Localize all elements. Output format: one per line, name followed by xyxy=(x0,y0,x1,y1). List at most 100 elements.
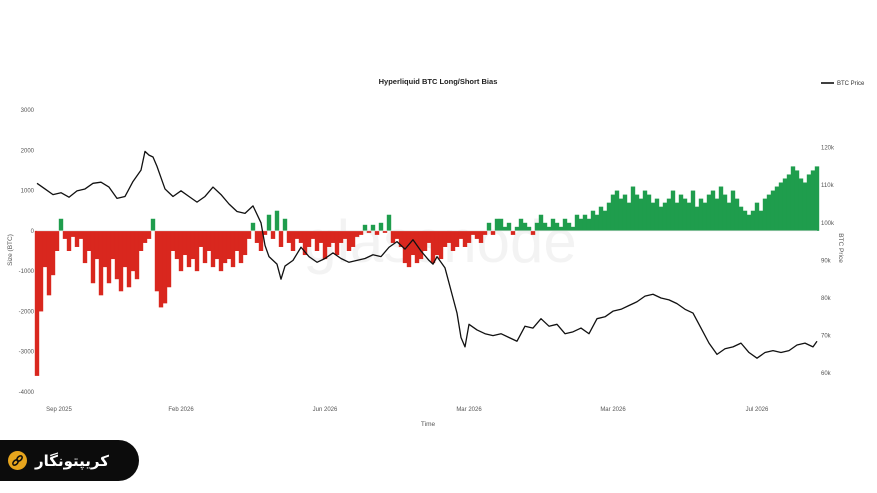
bias-bar-134 xyxy=(570,226,576,231)
x-axis-title: Time xyxy=(421,421,436,428)
bias-bar-161 xyxy=(678,194,684,231)
bias-bar-146 xyxy=(618,198,624,231)
bias-bar-34 xyxy=(170,230,176,251)
bias-bar-167 xyxy=(702,202,708,231)
bias-bar-9 xyxy=(70,230,76,237)
x-tick-label-2: Jun 2026 xyxy=(313,407,338,413)
bias-bar-88 xyxy=(386,214,392,231)
bias-bar-12 xyxy=(82,230,88,264)
bias-bar-62 xyxy=(282,218,288,231)
bias-bar-194 xyxy=(810,170,816,231)
bias-bar-59 xyxy=(270,230,276,239)
bias-bar-154 xyxy=(650,202,656,231)
bias-bar-164 xyxy=(690,190,696,231)
bias-bar-26 xyxy=(138,230,144,251)
bias-bar-99 xyxy=(430,230,436,264)
bias-bar-30 xyxy=(154,230,160,292)
bias-bar-155 xyxy=(654,198,660,231)
bias-bars xyxy=(34,166,820,376)
bias-bar-169 xyxy=(710,190,716,231)
x-tick-label-0: Sep 2025 xyxy=(46,407,72,413)
bias-bar-130 xyxy=(554,222,560,231)
bias-bar-36 xyxy=(178,230,184,272)
bias-bar-52 xyxy=(242,230,248,256)
bias-bar-87 xyxy=(382,230,388,233)
bias-bar-143 xyxy=(606,202,612,231)
bias-bar-57 xyxy=(262,230,268,235)
bias-bar-98 xyxy=(426,230,432,243)
bias-bar-181 xyxy=(758,210,764,231)
bias-bar-118 xyxy=(506,222,512,231)
right-tick-label-2: 100k xyxy=(821,221,835,227)
bias-bar-63 xyxy=(286,230,292,243)
legend: BTC Price xyxy=(821,81,865,87)
bias-bar-90 xyxy=(394,230,400,239)
bias-bar-133 xyxy=(566,222,572,231)
bias-bar-53 xyxy=(246,230,252,239)
bias-bar-45 xyxy=(214,230,220,260)
bias-bar-31 xyxy=(158,230,164,308)
bias-bar-6 xyxy=(58,218,64,231)
bias-bar-74 xyxy=(330,230,336,243)
bias-bar-70 xyxy=(314,230,320,251)
bias-bar-106 xyxy=(458,230,464,239)
bias-bar-107 xyxy=(462,230,468,247)
bias-bar-47 xyxy=(222,230,228,264)
bias-bar-193 xyxy=(806,174,812,231)
legend-label: BTC Price xyxy=(837,81,865,87)
bias-bar-183 xyxy=(766,194,772,231)
bias-bar-4 xyxy=(50,230,56,276)
bias-bar-120 xyxy=(514,226,520,231)
chart-title: Hyperliquid BTC Long/Short Bias xyxy=(379,77,498,86)
chain-link-icon xyxy=(8,451,27,470)
bias-bar-166 xyxy=(698,198,704,231)
bias-bar-8 xyxy=(66,230,72,251)
right-tick-label-3: 90k xyxy=(821,258,832,264)
bias-bar-136 xyxy=(578,218,584,231)
x-axis: Sep 2025 Feb 2026 Jun 2026 Mar 2026 Mar 2026… xyxy=(46,407,769,413)
bias-bar-27 xyxy=(142,230,148,243)
x-tick-label-4: Mar 2026 xyxy=(600,407,626,413)
bias-bar-147 xyxy=(622,194,628,231)
bias-bar-56 xyxy=(258,230,264,251)
bias-bar-92 xyxy=(402,230,408,264)
bias-bar-186 xyxy=(778,182,784,231)
bias-bar-78 xyxy=(346,230,352,251)
bias-bar-65 xyxy=(294,230,300,239)
bias-bar-126 xyxy=(538,214,544,231)
bias-bar-129 xyxy=(550,218,556,231)
x-tick-label-5: Jul 2026 xyxy=(746,407,769,413)
bias-bar-68 xyxy=(306,230,312,247)
bias-bar-18 xyxy=(106,230,112,284)
bias-bar-104 xyxy=(450,230,456,251)
bias-bar-131 xyxy=(558,226,564,231)
bias-bar-135 xyxy=(574,214,580,231)
bias-bar-121 xyxy=(518,218,524,231)
bias-bar-127 xyxy=(542,222,548,231)
bias-bar-58 xyxy=(266,214,272,231)
bias-bar-160 xyxy=(674,202,680,231)
bias-bar-50 xyxy=(234,230,240,251)
bias-bar-93 xyxy=(406,230,412,268)
bias-bar-188 xyxy=(786,174,792,231)
bias-bar-40 xyxy=(194,230,200,272)
bias-bar-13 xyxy=(86,230,92,251)
bias-bar-71 xyxy=(318,230,324,243)
bias-bar-157 xyxy=(662,202,668,231)
right-axis-title: BTC Price xyxy=(837,233,844,263)
left-tick-label-7: -4000 xyxy=(19,390,35,396)
bias-bar-3 xyxy=(46,230,52,296)
bias-bar-174 xyxy=(730,190,736,231)
bias-bar-0 xyxy=(34,230,40,376)
bias-bar-54 xyxy=(250,222,256,231)
bias-bar-170 xyxy=(714,198,720,231)
bias-bar-145 xyxy=(614,190,620,231)
bias-bar-148 xyxy=(626,202,632,231)
bias-bar-35 xyxy=(174,230,180,260)
left-tick-label-1: 2000 xyxy=(21,148,35,154)
bias-bar-41 xyxy=(198,230,204,247)
bias-bar-91 xyxy=(398,230,404,247)
bias-bar-79 xyxy=(350,230,356,247)
brand-badge: کریپتونگار xyxy=(0,440,139,481)
